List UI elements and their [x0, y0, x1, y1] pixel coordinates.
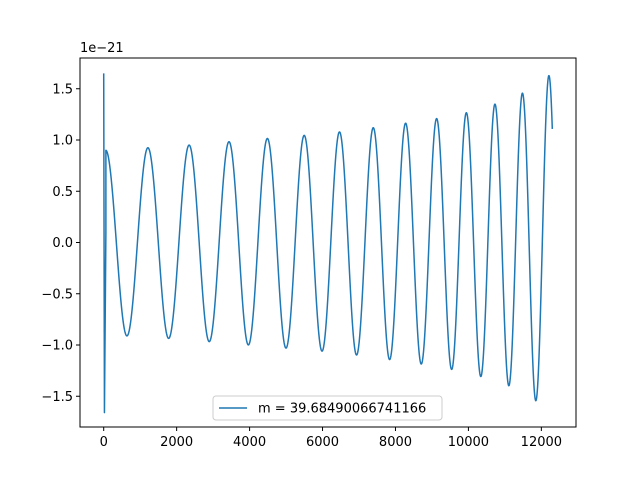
x-tick-label: 6000: [306, 435, 339, 450]
x-tick-label: 0: [100, 435, 108, 450]
y-tick-label: 0.0: [52, 236, 73, 251]
x-tick-label: 8000: [379, 435, 412, 450]
plot-area: [102, 73, 554, 414]
y-tick-label: 0.5: [52, 185, 73, 200]
x-tick-label: 10000: [448, 435, 489, 450]
y-tick-label: −1.5: [41, 390, 73, 405]
y-axis: −1.5 −1.0 −0.5 0.0 0.5 1.0 1.5: [41, 82, 80, 405]
y-tick-label: −1.0: [41, 339, 73, 354]
x-tick-label: 4000: [233, 435, 266, 450]
x-axis: 0 2000 4000 6000 8000 10000 12000: [100, 427, 562, 450]
series-line: [102, 73, 554, 414]
legend: m = 39.68490066741166: [212, 395, 443, 421]
y-tick-label: 1.0: [52, 134, 73, 149]
y-offset-label: 1e−21: [80, 41, 124, 56]
y-tick-label: −0.5: [41, 287, 73, 302]
legend-box: [212, 395, 443, 421]
x-tick-label: 12000: [521, 435, 562, 450]
y-tick-label: 1.5: [52, 82, 73, 97]
x-tick-label: 2000: [160, 435, 193, 450]
legend-label: m = 39.68490066741166: [258, 402, 426, 417]
